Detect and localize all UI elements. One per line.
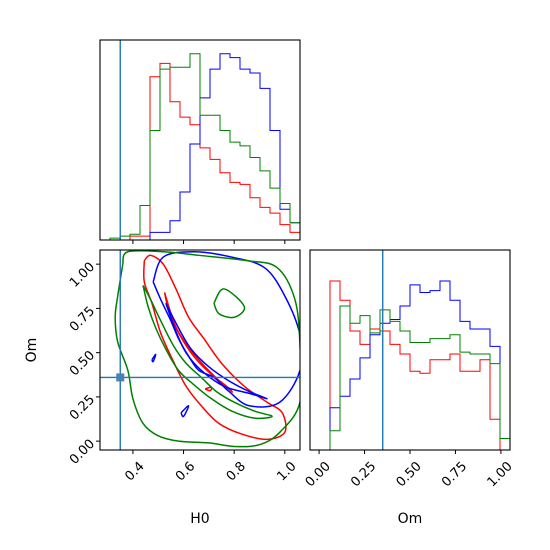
joint-ytick-label-3: 0.75 <box>67 304 98 335</box>
h0-marginal-series-1-step <box>100 62 301 241</box>
joint-series-1-contour-2 <box>163 292 234 393</box>
joint-frame <box>99 249 301 451</box>
om-marginal-xtick-label-1: 0.25 <box>348 459 379 490</box>
joint-truth-marker <box>116 373 125 382</box>
joint-series-2-contour-3 <box>180 405 190 418</box>
om-marginal-series-3-step <box>310 305 511 451</box>
joint-xtick-label-3: 1.0 <box>274 459 299 484</box>
joint-xtick-label-1: 0.6 <box>173 459 198 484</box>
om-marginal-series-2-step <box>310 280 511 451</box>
joint-series-3-contour-1 <box>114 250 300 448</box>
om-marginal-xtick-label-3: 0.75 <box>439 459 470 490</box>
om-marginal-xlabel: Om <box>398 511 423 527</box>
joint-ylabel: Om <box>24 338 40 363</box>
joint-series-3-contour-3 <box>213 288 246 319</box>
joint-ytick-label-1: 0.25 <box>67 392 98 423</box>
joint-xlabel: H0 <box>190 511 209 527</box>
om-marginal-histogram: 0.00 0.25 0.50 0.75 1.00 Om <box>303 249 516 527</box>
h0-marginal-series-2-step <box>100 53 301 241</box>
om-marginal-xtick-label-2: 0.50 <box>394 459 425 490</box>
h0-marginal-series-3-step <box>100 53 301 241</box>
joint-series-3-contour-2 <box>142 285 273 420</box>
joint-xtick-label-2: 0.8 <box>224 459 249 484</box>
joint-xtick-label-0: 0.4 <box>122 459 147 484</box>
joint-contours <box>114 250 300 448</box>
om-marginal-series-1-step <box>310 280 510 451</box>
h0-marginal-frame <box>99 39 301 241</box>
joint-ytick-label-4: 1.00 <box>67 260 98 291</box>
joint-ytick-label-2: 0.50 <box>67 348 98 379</box>
joint-series-1-contour-1 <box>142 254 287 441</box>
om-marginal-xtick-label-0: 0.00 <box>303 459 334 490</box>
joint-series-2-contour-2 <box>165 302 268 400</box>
joint-panel: 0.4 0.6 0.8 1.0 0.00 0.25 0.50 0.75 1.00 H0 Om <box>24 249 301 527</box>
joint-series-2-contour-4 <box>151 353 157 363</box>
joint-series-1-contour-3 <box>204 386 213 392</box>
om-marginal-xtick-label-4: 1.00 <box>485 459 516 490</box>
h0-marginal-histogram <box>99 39 301 244</box>
joint-ytick-label-0: 0.00 <box>67 437 98 468</box>
